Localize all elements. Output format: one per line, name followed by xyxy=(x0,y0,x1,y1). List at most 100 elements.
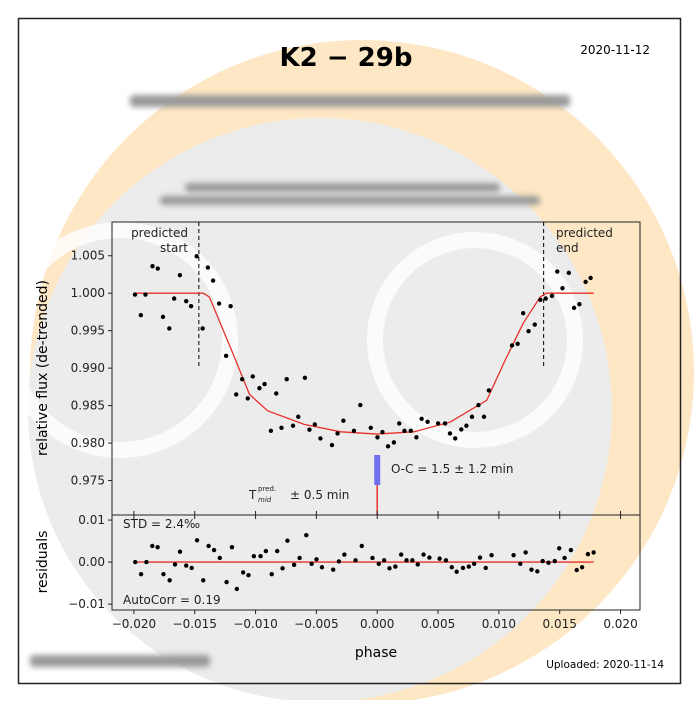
residual-point xyxy=(483,565,488,571)
y-tick-label: 1.000 xyxy=(71,286,105,300)
residual-point xyxy=(184,563,189,568)
flux-point xyxy=(447,431,453,436)
residual-point xyxy=(211,547,217,553)
residual-point xyxy=(376,561,381,567)
flux-point xyxy=(453,436,458,441)
residual-point xyxy=(552,558,557,564)
flux-point xyxy=(425,419,430,424)
residual-point xyxy=(557,546,562,551)
flux-point xyxy=(223,353,229,359)
residual-point xyxy=(251,554,257,559)
residual-point xyxy=(437,556,442,561)
flux-point xyxy=(341,418,346,423)
residual-point xyxy=(206,543,211,549)
plot-title: K2 − 29b xyxy=(280,43,413,73)
flux-point xyxy=(262,381,267,387)
residual-point xyxy=(585,551,591,557)
residual-point xyxy=(454,569,459,574)
residual-point xyxy=(421,552,426,557)
y-tick-label: 1.005 xyxy=(71,249,105,263)
flux-panel: 1.005 1.000 0.995 0.990 0.985 0.980 0.975 xyxy=(71,221,641,516)
flux-point xyxy=(385,444,391,449)
flux-point xyxy=(250,374,255,379)
flux-point xyxy=(351,428,357,433)
residual-point xyxy=(138,571,144,577)
predicted-start-label-1: predicted xyxy=(131,226,188,240)
residual-point xyxy=(263,548,269,554)
watermark-disc xyxy=(28,118,612,702)
residual-point xyxy=(201,578,206,583)
flux-point xyxy=(279,425,284,430)
residual-point xyxy=(535,569,540,574)
x-tick-label: 0.020 xyxy=(603,617,637,631)
watermark-letter-e xyxy=(2,222,238,458)
flux-point xyxy=(543,296,548,301)
flux-point xyxy=(205,265,211,270)
oc-bar xyxy=(374,455,381,485)
figure-border xyxy=(17,17,682,685)
flux-point xyxy=(435,421,441,426)
residual-point xyxy=(359,543,364,549)
residual-point xyxy=(443,558,449,563)
residual-point xyxy=(246,572,251,578)
flux-point xyxy=(571,305,577,311)
x-tick-label: −0.015 xyxy=(173,617,217,631)
flux-point xyxy=(583,279,588,285)
residual-point xyxy=(161,571,166,577)
flux-point xyxy=(538,297,543,303)
x-tick-label: 0.000 xyxy=(360,617,394,631)
observer-info-redacted xyxy=(30,95,570,667)
svg-text:pred.: pred. xyxy=(258,485,276,493)
flux-point xyxy=(566,270,572,276)
residual-point xyxy=(194,538,200,543)
flux-point xyxy=(549,293,555,299)
residual-point xyxy=(280,566,285,571)
y-tick-label: 0.985 xyxy=(71,399,105,413)
residual-point xyxy=(460,565,466,571)
y-tick-label: 0.00 xyxy=(78,555,105,569)
observation-date: 2020-11-12 xyxy=(580,43,650,57)
x-tick-label: 0.015 xyxy=(543,617,577,631)
residual-point xyxy=(291,562,297,568)
residual-point xyxy=(511,552,516,558)
flux-point xyxy=(188,303,194,309)
x-tick-label: −0.020 xyxy=(112,617,156,631)
flux-point xyxy=(408,428,413,433)
residual-point xyxy=(177,549,183,554)
flux-point xyxy=(194,254,199,259)
flux-point xyxy=(476,402,481,408)
flux-point xyxy=(150,264,155,269)
residual-point xyxy=(234,586,240,592)
residuals-panel: 0.01 0.00 −0.01 −0.020 −0.015 −0.010 −0.005 0.0… xyxy=(68,513,641,631)
flux-point xyxy=(210,278,216,283)
flux-point xyxy=(160,314,166,320)
residual-point xyxy=(404,558,409,563)
svg-text:mid: mid xyxy=(258,496,272,504)
autocorr-label: AutoCorr = 0.19 xyxy=(123,593,221,607)
y-tick-label: −0.01 xyxy=(68,597,105,611)
residual-point xyxy=(591,550,596,555)
flux-point xyxy=(442,421,448,426)
residual-point xyxy=(217,555,222,561)
flux-point xyxy=(515,341,520,347)
y-tick-label: 0.995 xyxy=(71,324,105,338)
residual-point xyxy=(353,558,358,563)
flux-point xyxy=(132,292,138,297)
x-tick-label: −0.010 xyxy=(233,617,277,631)
flux-point xyxy=(200,326,205,331)
oc-label: O-C = 1.5 ± 1.2 min xyxy=(391,462,513,476)
svg-text:± 0.5 min: ± 0.5 min xyxy=(290,488,349,502)
flux-point xyxy=(239,376,245,382)
residual-point xyxy=(309,561,314,567)
flux-point xyxy=(397,421,402,426)
y-tick-label: 0.990 xyxy=(71,361,105,375)
flux-point xyxy=(155,266,160,271)
exoclock-watermark xyxy=(2,40,694,704)
flux-point xyxy=(464,423,469,428)
residual-point xyxy=(387,566,392,571)
flux-point xyxy=(329,442,335,448)
residual-point xyxy=(224,579,229,585)
predicted-start-label-2: start xyxy=(160,241,188,255)
flux-point xyxy=(486,388,492,393)
x-tick-label: −0.005 xyxy=(294,617,338,631)
